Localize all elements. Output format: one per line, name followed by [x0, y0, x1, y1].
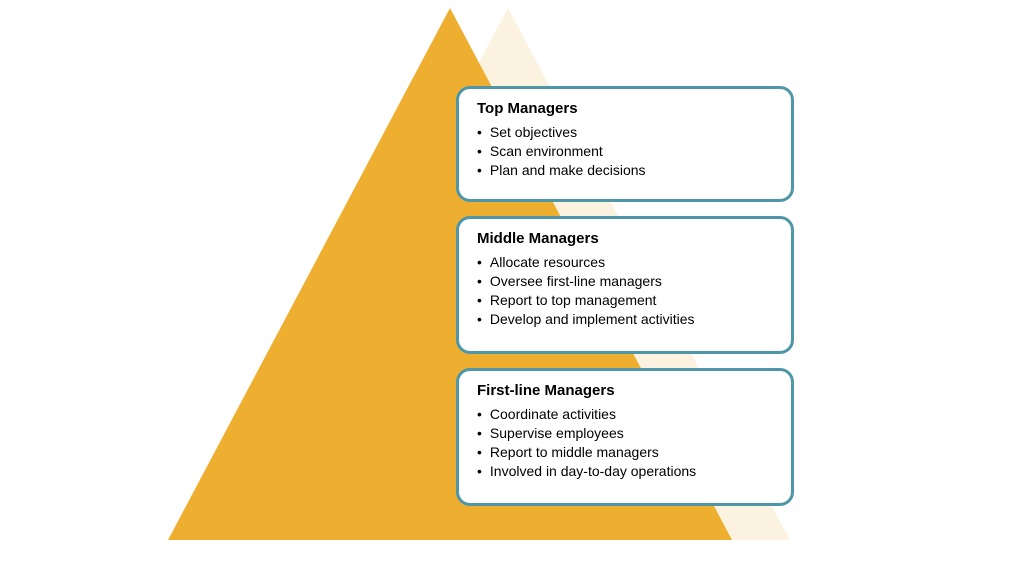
- level-item: Supervise employees: [477, 424, 773, 443]
- level-item: Allocate resources: [477, 253, 773, 272]
- level-card-top: Top Managers Set objectivesScan environme…: [456, 86, 794, 202]
- level-items: Set objectivesScan environmentPlan and m…: [477, 123, 773, 180]
- level-items: Coordinate activitiesSupervise employees…: [477, 405, 773, 481]
- level-items: Allocate resourcesOversee first-line man…: [477, 253, 773, 329]
- level-item: Involved in day-to-day operations: [477, 462, 773, 481]
- level-title: Middle Managers: [477, 229, 773, 249]
- level-item: Set objectives: [477, 123, 773, 142]
- level-item: Scan environment: [477, 142, 773, 161]
- level-item: Plan and make decisions: [477, 161, 773, 180]
- level-title: Top Managers: [477, 99, 773, 119]
- level-item: Develop and implement activities: [477, 310, 773, 329]
- level-card-first: First-line Managers Coordinate activities…: [456, 368, 794, 506]
- level-item: Report to middle managers: [477, 443, 773, 462]
- level-card-middle: Middle Managers Allocate resourcesOversee…: [456, 216, 794, 354]
- level-item: Coordinate activities: [477, 405, 773, 424]
- level-item: Oversee first-line managers: [477, 272, 773, 291]
- level-title: First-line Managers: [477, 381, 773, 401]
- level-item: Report to top management: [477, 291, 773, 310]
